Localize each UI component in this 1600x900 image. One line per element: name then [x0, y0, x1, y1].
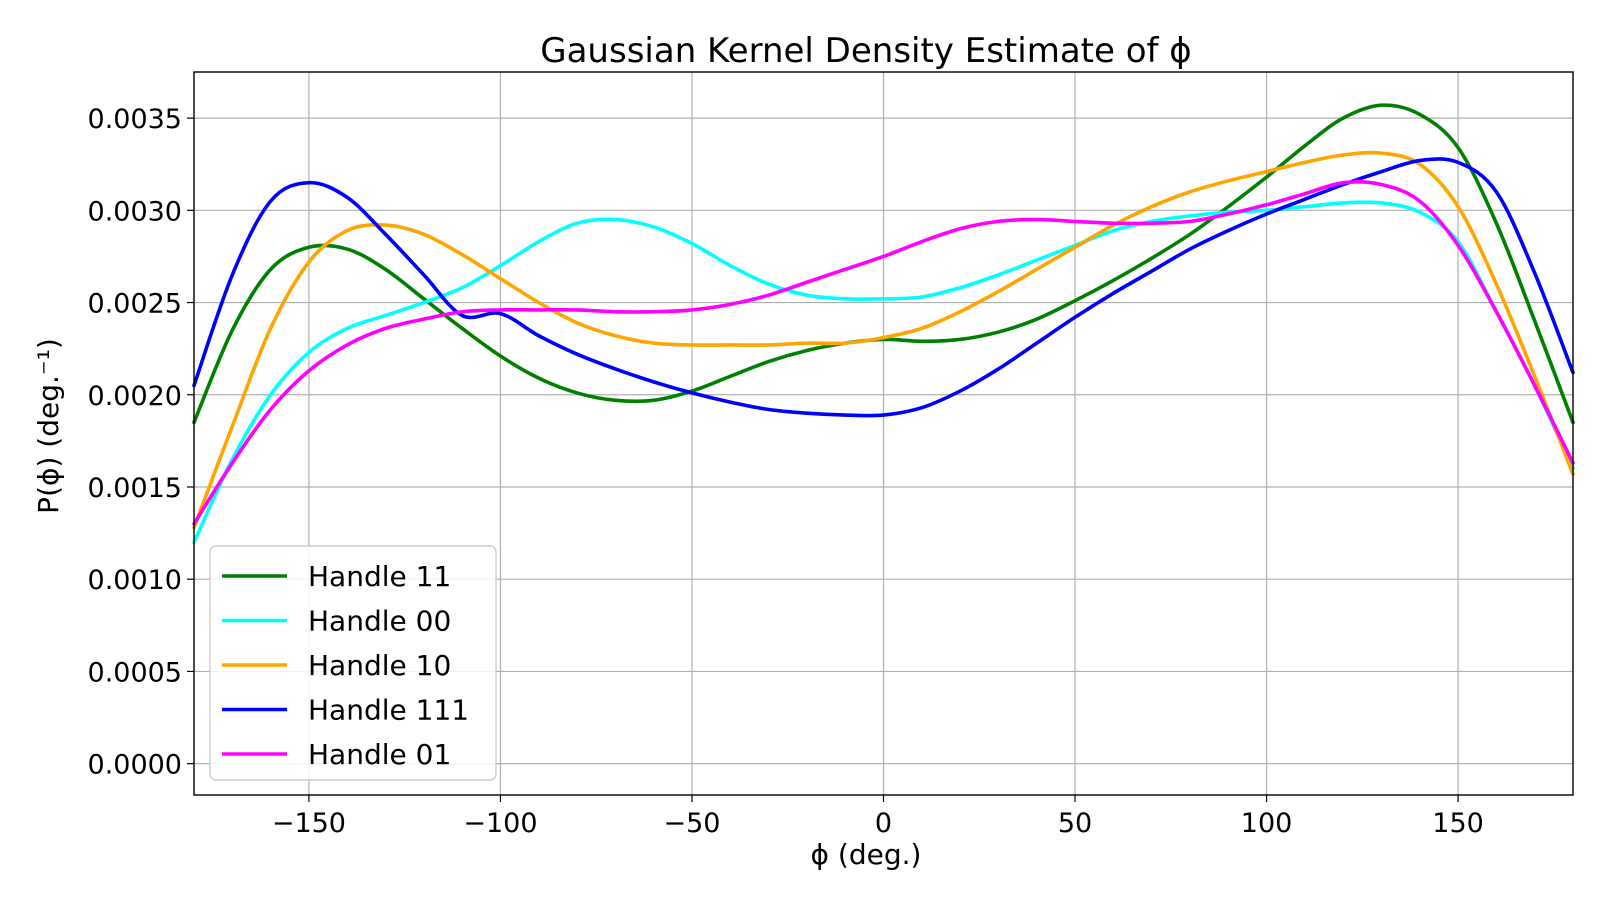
x-tick-label: 150 — [1432, 808, 1484, 839]
y-tick-label: 0.0010 — [88, 565, 182, 596]
y-tick-label: 0.0035 — [88, 104, 182, 135]
x-tick-label: 0 — [875, 808, 892, 839]
y-axis-label: P(ϕ) (deg.⁻¹) — [32, 338, 65, 514]
x-tick-label: −100 — [463, 808, 537, 839]
y-tick-label: 0.0005 — [88, 657, 182, 688]
x-tick-label: 50 — [1058, 808, 1092, 839]
legend-box — [209, 545, 497, 781]
chart-title: Gaussian Kernel Density Estimate of ϕ — [540, 31, 1191, 71]
y-tick-label: 0.0020 — [88, 381, 182, 412]
legend: Handle 11 Handle 00 Handle 10 Handle 111 Han… — [209, 545, 497, 781]
series-line-handle-10 — [192, 150, 1575, 530]
series-lines — [192, 103, 1575, 545]
legend-label-handle-00: Handle 00 — [308, 605, 451, 638]
x-tick-label: −50 — [663, 808, 720, 839]
x-axis-label: ϕ (deg.) — [811, 838, 922, 871]
series-line-handle-00 — [192, 200, 1575, 545]
x-tick-label: 100 — [1241, 808, 1293, 839]
y-tick-label: 0.0000 — [88, 750, 182, 781]
grid — [194, 72, 1573, 795]
legend-label-handle-10: Handle 10 — [308, 649, 451, 682]
y-tick-label: 0.0015 — [88, 473, 182, 504]
x-axis-ticks: −150 −100 −50 0 50 100 150 — [272, 795, 1484, 839]
x-tick-label: −150 — [272, 808, 346, 839]
legend-label-handle-11: Handle 11 — [308, 560, 451, 593]
y-axis-ticks: 0.0000 0.0005 0.0010 0.0015 0.0020 0.0025 0.00… — [88, 104, 194, 781]
series-line-handle-11 — [192, 103, 1575, 425]
legend-label-handle-111: Handle 111 — [308, 694, 469, 727]
legend-label-handle-01: Handle 01 — [308, 738, 451, 771]
y-tick-label: 0.0025 — [88, 289, 182, 320]
y-tick-label: 0.0030 — [88, 196, 182, 227]
series-line-handle-01 — [192, 179, 1575, 526]
